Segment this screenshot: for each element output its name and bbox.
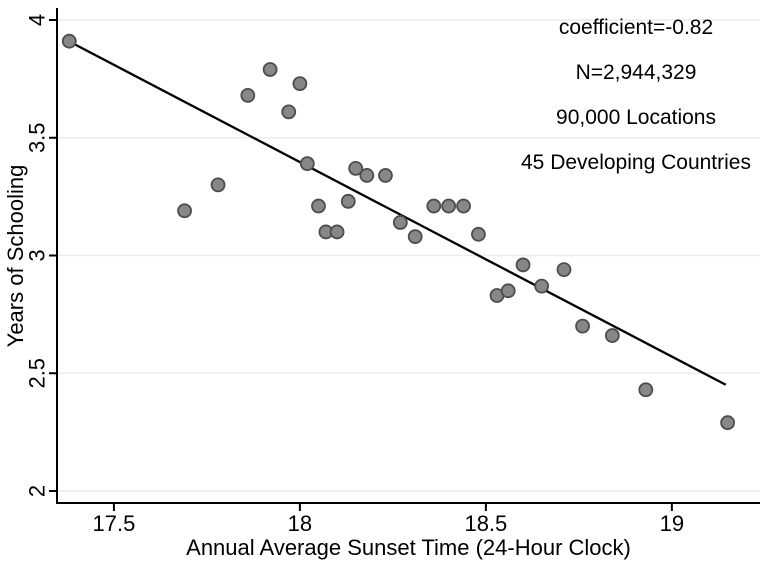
data-point	[299, 156, 315, 172]
annotation-locations: 90,000 Locations	[556, 106, 716, 129]
data-point	[515, 257, 531, 273]
data-point	[240, 87, 256, 103]
annotation-block: coefficient=-0.82 N=2,944,329 90,000 Loc…	[506, 5, 762, 185]
annotation-coefficient: coefficient=-0.82	[558, 16, 714, 39]
data-point	[392, 215, 408, 230]
data-point	[311, 198, 326, 214]
x-tick-label: 17.5	[92, 511, 135, 536]
data-point	[329, 224, 345, 240]
y-tick-label: 2.5	[25, 358, 50, 389]
data-point	[61, 33, 77, 49]
data-point	[604, 328, 620, 343]
data-point	[556, 262, 572, 278]
x-tick-label: 18.5	[464, 511, 507, 536]
data-point	[720, 415, 736, 431]
y-tick-label: 4	[25, 14, 50, 26]
data-point	[378, 168, 393, 183]
data-point	[500, 283, 516, 299]
data-point	[638, 382, 654, 398]
trend-line	[69, 40, 727, 386]
y-tick-label: 2	[25, 485, 50, 497]
data-point	[456, 198, 471, 214]
data-point	[426, 198, 442, 214]
y-tick-label: 3	[25, 249, 50, 261]
data-point	[441, 198, 457, 214]
data-point	[177, 203, 192, 219]
data-point	[534, 278, 550, 294]
data-point	[210, 177, 226, 193]
data-point	[575, 318, 590, 334]
data-point	[348, 160, 364, 176]
data-point	[471, 226, 486, 242]
annotation-countries: 45 Developing Countries	[521, 151, 751, 174]
data-point	[340, 193, 356, 209]
x-tick-label: 18	[288, 511, 312, 536]
data-point	[359, 168, 375, 183]
data-point	[292, 76, 308, 91]
y-tick-label: 3.5	[25, 122, 50, 153]
annotation-sample-size: N=2,944,329	[575, 61, 697, 84]
data-point	[262, 62, 278, 77]
x-tick-label: 19	[660, 511, 684, 536]
data-point	[281, 104, 297, 120]
y-axis-title: Years of Schooling	[3, 164, 28, 348]
data-point	[407, 229, 423, 245]
x-axis-title: Annual Average Sunset Time (24-Hour Cloc…	[186, 535, 631, 560]
